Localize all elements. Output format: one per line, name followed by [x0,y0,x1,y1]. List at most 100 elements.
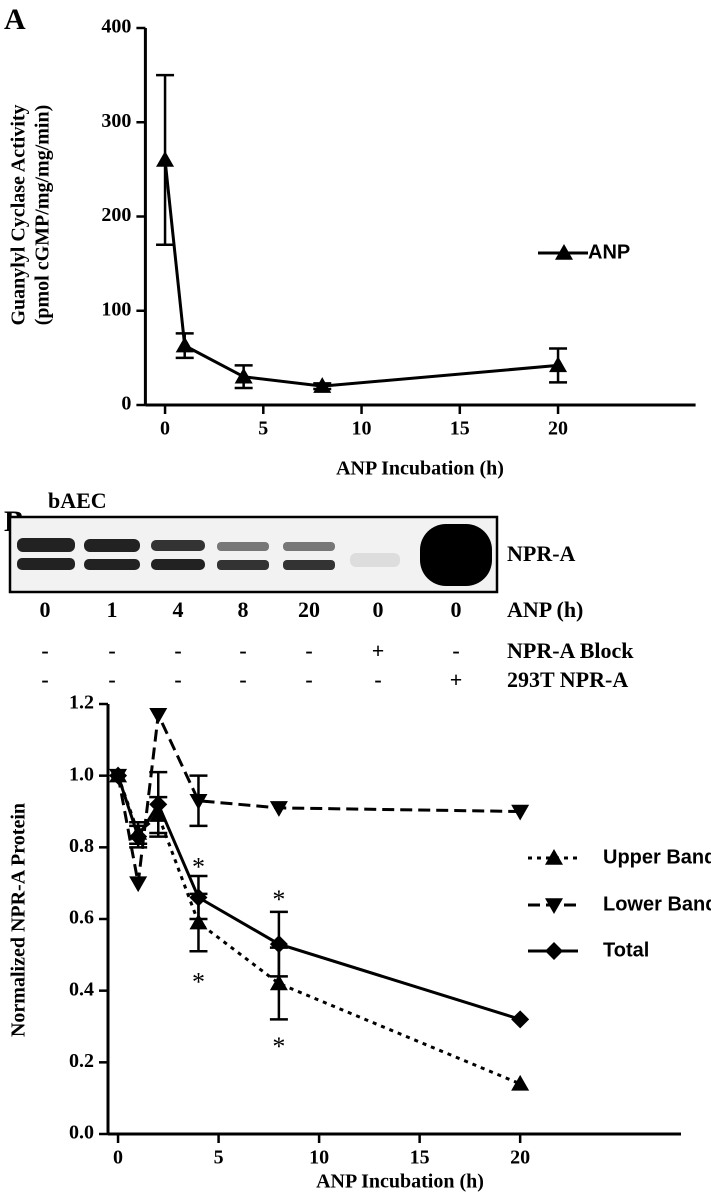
blot-band-label: NPR-A [507,541,576,566]
marker [109,766,128,785]
lane-label: - [108,638,115,663]
x-tick-label: 20 [548,418,568,440]
blot [8,515,499,594]
band [17,558,75,570]
marker [549,356,568,373]
y-axis-title: Normalized NPR-A Protein [8,803,30,1037]
lane-label: - [374,667,381,692]
annotation: * [192,967,205,996]
y-tick-label: 0.2 [69,1050,94,1072]
legend-label: Lower Band [603,893,711,915]
legend-marker [545,942,563,960]
x-tick-label: 10 [309,1147,329,1169]
row-label: NPR-A Block [507,638,634,663]
marker [189,794,208,810]
lane-label: - [239,667,246,692]
marker [189,888,208,907]
blot-cell-label: bAEC [48,488,107,513]
series-line [116,709,521,884]
legend-label: Upper Band [603,846,711,868]
marker [156,150,175,167]
series-line [116,775,521,1021]
x-tick-label: 5 [258,418,268,440]
lane-label: - [174,638,181,663]
x-tick-label: 0 [160,418,170,440]
band [217,542,269,551]
legend-marker [545,898,563,914]
y-tick-label: 400 [101,16,131,38]
y-tick-label: 0 [121,393,131,415]
band [283,560,335,570]
marker [149,708,168,724]
annotation: * [192,853,205,882]
band [17,538,75,552]
marker [129,827,148,846]
row-label: ANP (h) [507,597,583,622]
lane-label: - [174,667,181,692]
lane-label: 4 [173,597,184,622]
y-tick-label: 1.2 [69,692,94,714]
y-tick-label: 0.4 [69,978,94,1000]
y-tick-label: 300 [101,110,131,132]
legend-marker [545,849,563,865]
marker [511,1010,530,1029]
annotation: * [272,885,285,914]
marker [234,367,253,384]
x-tick-label: 0 [113,1147,123,1169]
band [283,542,335,551]
marker [269,935,288,954]
lane-label: - [41,638,48,663]
lane-label: + [450,667,463,692]
x-axis-title: ANP Incubation (h) [316,1171,484,1193]
series-line [116,775,521,1086]
x-tick-label: 15 [410,1147,430,1169]
x-tick-label: 5 [214,1147,224,1169]
blot-frame [8,515,499,594]
band [151,559,205,570]
lane-label: - [41,667,48,692]
blot-bands [17,524,492,586]
lane-label: 8 [238,597,249,622]
lane-label: 0 [451,597,462,622]
y-tick-label: 0.8 [69,835,94,857]
lane-label: 20 [298,597,320,622]
x-axis-title: ANP Incubation (h) [336,458,504,480]
band [350,553,400,567]
lane-label: - [239,638,246,663]
y-tick-label: 200 [101,204,131,226]
marker [269,974,288,991]
lane-label: - [452,638,459,663]
marker [313,377,332,393]
x-tick-label: 15 [450,418,470,440]
row-label: 293T NPR-A [507,667,628,692]
y-tick-label: 0.6 [69,907,94,929]
legend-label: ANP [588,241,630,263]
y-tick-label: 1.0 [69,763,94,785]
marker [511,804,530,821]
lane-label: - [305,638,312,663]
panel-label: A [4,3,26,36]
legend-label: Total [603,939,649,961]
annotation: * [272,1032,285,1061]
x-tick-label: 10 [352,418,372,440]
lane-label: + [372,638,385,663]
x-tick-label: 20 [510,1147,530,1169]
lane-label: - [305,667,312,692]
y-axis-title: Guanylyl Cyclase Activity [8,104,30,325]
marker [269,801,288,817]
band [151,540,205,551]
lane-label: 0 [373,597,384,622]
y-tick-label: 100 [101,298,131,320]
marker [189,913,208,930]
legend-marker [555,244,573,260]
lane-label: 0 [40,597,51,622]
marker [511,1074,530,1091]
band [217,560,269,570]
marker [129,876,148,893]
band [420,524,492,586]
lane-label: - [108,667,115,692]
y-axis-title: (pmol cGMP/mg/mg/min) [32,105,54,326]
marker [175,336,194,353]
lane-label: 1 [107,597,118,622]
